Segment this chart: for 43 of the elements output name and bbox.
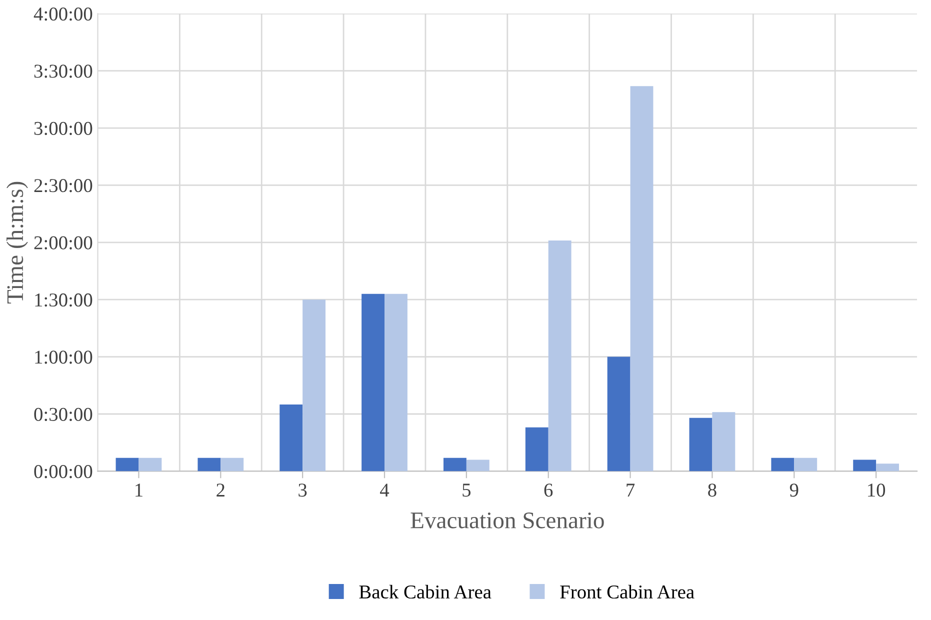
y-axis-title: Time (h:m:s) [6, 182, 28, 304]
y-tick-label: 3:00:00 [34, 122, 92, 136]
bar [876, 464, 900, 472]
x-tick-label: 2 [216, 484, 224, 496]
legend-label: Back Cabin Area [359, 584, 492, 599]
bar [794, 458, 818, 472]
bar [384, 294, 408, 472]
bar [771, 458, 794, 472]
bar [525, 427, 548, 472]
x-tick-label: 1 [136, 484, 142, 496]
y-tick-label: 1:00:00 [35, 350, 92, 364]
y-tick-label: 2:00:00 [34, 236, 92, 250]
bar [280, 404, 303, 472]
bar [466, 460, 490, 472]
bar [138, 458, 162, 472]
bar [689, 418, 712, 472]
bar [220, 458, 244, 472]
bar [607, 356, 630, 472]
x-tick-label: 6 [544, 484, 553, 497]
bar [853, 460, 876, 472]
y-tick-label: 1:30:00 [35, 293, 92, 307]
y-tick-label: 0:30:00 [34, 408, 92, 422]
x-tick-label: 10 [868, 484, 886, 497]
bar [302, 300, 326, 472]
y-tick-label: 0:00:00 [34, 465, 92, 478]
bar [116, 458, 139, 472]
bar [712, 412, 736, 472]
x-tick-label: 8 [708, 484, 716, 497]
x-tick-label: 7 [626, 484, 635, 496]
bar [630, 86, 654, 472]
x-tick-label: 3 [298, 484, 307, 497]
bar [362, 294, 385, 472]
y-tick-label: 4:00:00 [34, 7, 92, 21]
bar [198, 458, 221, 472]
y-tick-label: 2:30:00 [34, 179, 92, 192]
legend-label: Front Cabin Area [560, 584, 694, 599]
bar [548, 240, 572, 472]
x-axis-title: Evacuation Scenario [410, 512, 604, 528]
x-tick-label: 4 [380, 484, 390, 496]
bar [443, 458, 466, 472]
x-tick-label: 9 [790, 484, 798, 497]
y-tick-label: 3:30:00 [34, 64, 92, 78]
x-tick-label: 5 [462, 484, 471, 497]
